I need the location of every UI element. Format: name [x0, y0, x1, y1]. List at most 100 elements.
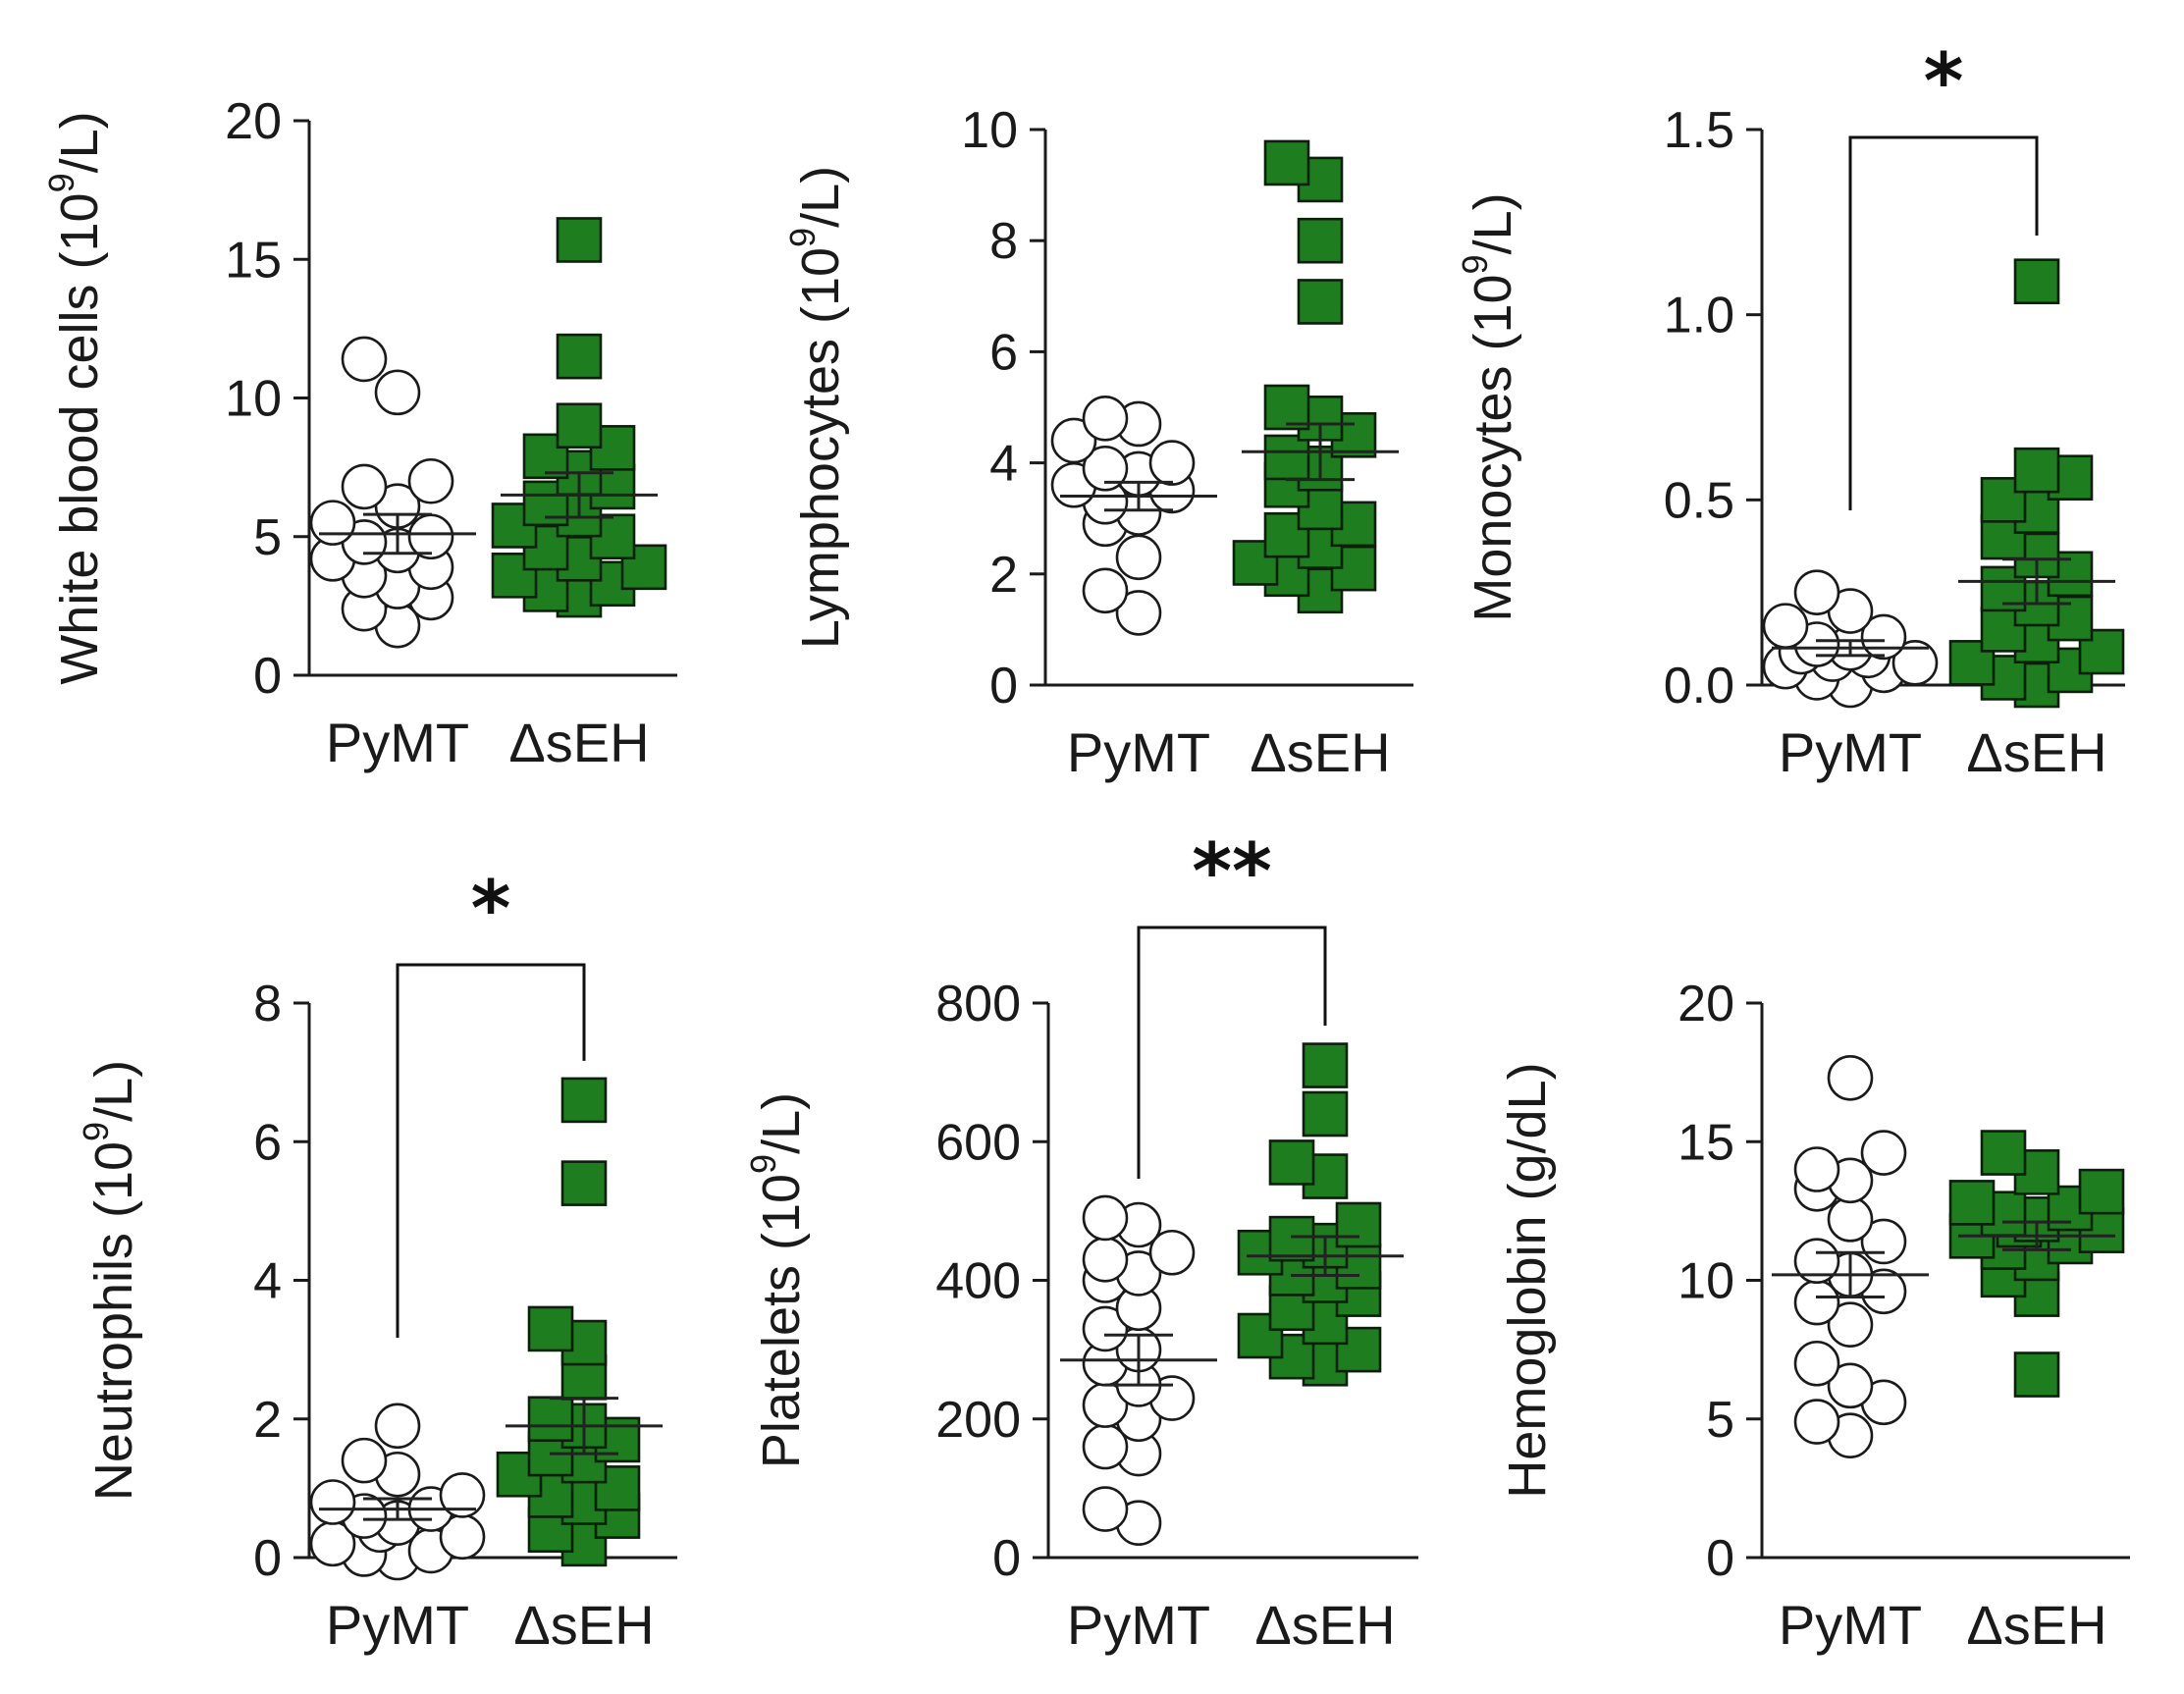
- y-axis-title-superscript: 9: [1455, 254, 1495, 274]
- data-point-dseh: [1237, 1312, 1284, 1359]
- y-axis-title-tail: /L): [84, 1060, 143, 1122]
- data-point-dseh: [556, 217, 603, 263]
- y-tick-label: 5: [1706, 1392, 1734, 1449]
- data-point-pymt: [1082, 567, 1129, 614]
- data-point-dseh: [527, 1396, 574, 1443]
- data-point-dseh: [1263, 511, 1310, 558]
- data-point-pymt: [1827, 1301, 1874, 1348]
- data-point-dseh: [1268, 1139, 1315, 1186]
- data-point-pymt: [374, 369, 421, 416]
- data-point-pymt: [341, 1437, 388, 1484]
- y-axis-title: Lymphocytes (109/L): [782, 166, 851, 649]
- y-tick-label: 600: [935, 1114, 1021, 1171]
- chart-panel-1: 0 5 10 15 20 PyMT ΔsEH White blood cells (109/L…: [41, 93, 677, 773]
- y-axis-title: Monocytes (109/L): [1455, 192, 1523, 621]
- significance-bracket: [396, 963, 586, 1338]
- data-point-pymt: [1827, 1362, 1874, 1409]
- data-point-pymt: [1148, 440, 1196, 486]
- y-axis-title-tail: /L): [752, 1092, 811, 1154]
- data-point-dseh: [560, 1077, 608, 1124]
- data-point-pymt: [1148, 1229, 1196, 1276]
- data-point-pymt: [309, 1479, 356, 1525]
- y-tick-label: 400: [935, 1253, 1021, 1310]
- y-axis-title: White blood cells (109/L): [41, 111, 110, 684]
- data-point-pymt: [1082, 445, 1129, 492]
- data-point-pymt: [341, 336, 388, 383]
- data-point-pymt: [439, 1472, 486, 1518]
- x-category-label: ΔsEH: [508, 712, 649, 773]
- y-axis-title-superscript: 9: [76, 1122, 116, 1141]
- y-tick-label: 0: [253, 1530, 282, 1587]
- data-point-pymt: [1082, 1237, 1129, 1283]
- data-point-dseh: [1297, 217, 1344, 264]
- y-axis-title-superscript: 9: [782, 228, 823, 247]
- x-category-label: ΔsEH: [1250, 721, 1390, 783]
- x-category-label: PyMT: [1779, 1594, 1922, 1656]
- significance-label: *: [1924, 38, 1964, 127]
- y-tick-label: 0.0: [1664, 658, 1734, 715]
- data-point-dseh: [556, 333, 603, 380]
- y-tick-label: 800: [935, 976, 1021, 1032]
- chart-panel-4: 0 2 4 6 8 PyMT ΔsEH Neutrophils (109/L) *: [76, 866, 677, 1656]
- y-tick-label: 0.5: [1664, 472, 1734, 529]
- data-point-pymt: [1082, 1305, 1129, 1352]
- data-point-dseh: [1268, 1215, 1315, 1262]
- y-axis-title-tail: /L): [791, 166, 850, 228]
- data-point-dseh: [1980, 1130, 2027, 1176]
- significance-bracket: [1137, 926, 1327, 1179]
- y-axis-title: Neutrophils (109/L): [76, 1060, 144, 1501]
- y-tick-label: 8: [989, 213, 1018, 270]
- data-point-dseh: [1263, 384, 1310, 431]
- data-point-dseh: [594, 1465, 641, 1511]
- data-point-dseh: [1297, 279, 1344, 325]
- significance-bracket: [1848, 135, 2039, 510]
- data-point-pymt: [374, 1403, 421, 1450]
- data-point-dseh: [2078, 1168, 2125, 1215]
- significance-label: *: [471, 866, 511, 954]
- data-point-pymt: [1793, 1238, 1840, 1285]
- data-point-dseh: [2013, 1351, 2060, 1398]
- y-tick-label: 15: [225, 232, 282, 289]
- y-axis-title-tail: /L): [1464, 192, 1522, 254]
- data-point-dseh: [522, 433, 569, 480]
- data-point-pymt: [1082, 396, 1129, 442]
- y-axis-title-main: Neutrophils (10: [84, 1141, 143, 1501]
- data-point-dseh: [1263, 139, 1310, 186]
- data-point-pymt: [1891, 640, 1939, 686]
- y-axis-title-main: Platelets (10: [752, 1174, 811, 1468]
- y-tick-label: 2: [989, 547, 1018, 604]
- x-category-label: PyMT: [326, 1594, 469, 1656]
- y-axis-title-main: Lymphocytes (10: [791, 247, 850, 649]
- data-point-dseh: [1302, 1090, 1349, 1138]
- data-point-dseh: [1948, 1180, 1996, 1226]
- y-tick-label: 0: [1706, 1530, 1734, 1587]
- y-tick-label: 1.5: [1664, 102, 1734, 159]
- data-point-pymt: [1793, 1146, 1840, 1192]
- x-category-label: ΔsEH: [1966, 1594, 2106, 1656]
- x-category-label: ΔsEH: [1966, 721, 2106, 783]
- significance-label: **: [1192, 828, 1272, 917]
- y-tick-label: 5: [253, 509, 282, 566]
- y-axis-title-tail: /L): [50, 111, 109, 173]
- y-tick-label: 4: [253, 1253, 282, 1310]
- y-axis-title-main: White blood cells (10: [50, 192, 109, 684]
- y-tick-label: 20: [1678, 976, 1734, 1032]
- x-category-label: PyMT: [1067, 721, 1210, 783]
- data-point-pymt: [1827, 1054, 1874, 1101]
- y-tick-label: 15: [1678, 1114, 1734, 1171]
- chart-panel-6: 0 5 10 15 20 PyMT ΔsEH Hemoglobin (g/dL): [1498, 976, 2130, 1656]
- chart-panel-3: 0.0 0.5 1.0 1.5 PyMT ΔsEH Monocytes (109/L) *: [1455, 38, 2125, 783]
- y-tick-label: 0: [989, 658, 1018, 715]
- y-tick-label: 6: [989, 324, 1018, 381]
- y-axis-title: Platelets (109/L): [743, 1092, 812, 1468]
- data-point-dseh: [556, 402, 603, 450]
- data-point-pymt: [1827, 1196, 1874, 1243]
- data-point-pymt: [1082, 1194, 1129, 1242]
- y-tick-label: 2: [253, 1392, 282, 1449]
- y-tick-label: 8: [253, 976, 282, 1032]
- y-tick-label: 10: [1678, 1253, 1734, 1310]
- y-tick-label: 6: [253, 1114, 282, 1171]
- data-point-pymt: [1115, 534, 1162, 581]
- y-tick-label: 0: [253, 648, 282, 705]
